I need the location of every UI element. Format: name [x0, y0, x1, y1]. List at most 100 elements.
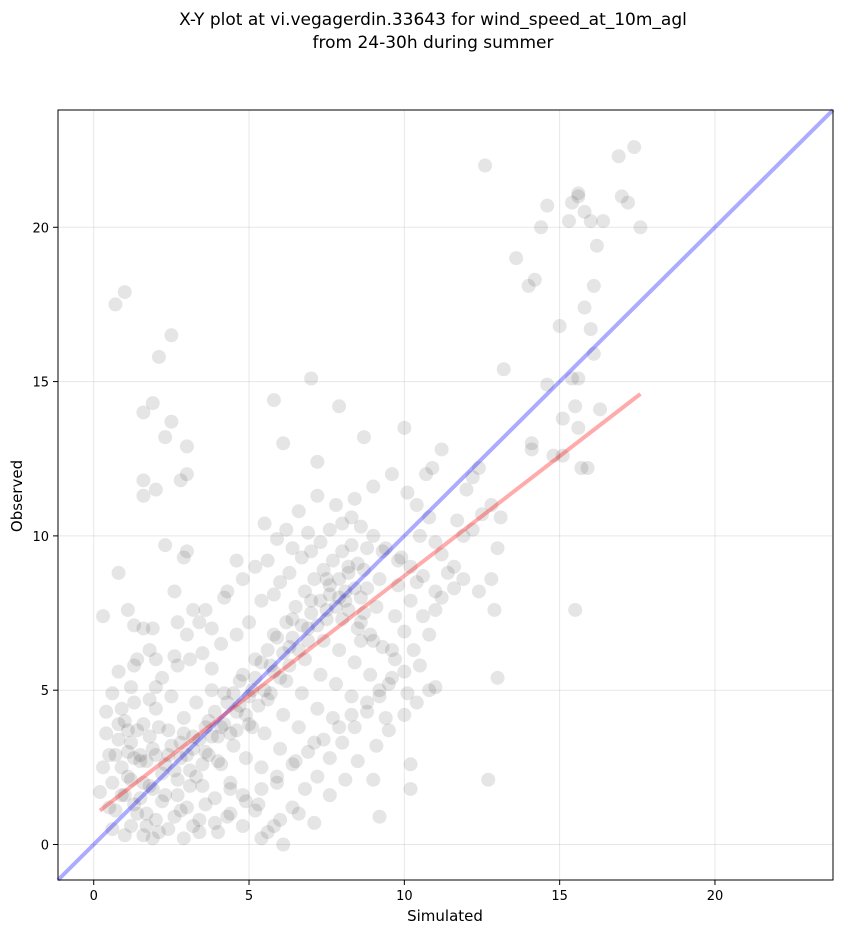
data-point [577, 204, 592, 219]
data-point [301, 525, 316, 540]
data-points [92, 140, 648, 852]
data-point [263, 658, 278, 673]
chart-title-line-1: X-Y plot at vi.vegagerdin.33643 for wind… [179, 10, 687, 30]
data-point [325, 710, 340, 725]
data-point [269, 630, 284, 645]
data-point [179, 800, 194, 815]
data-point [176, 831, 191, 846]
data-point [145, 396, 160, 411]
data-point [490, 670, 505, 685]
data-point [158, 430, 173, 445]
data-point [204, 661, 219, 676]
data-point [96, 760, 111, 775]
data-point [577, 300, 592, 315]
data-point [226, 686, 241, 701]
data-point [301, 744, 316, 759]
data-point [319, 572, 334, 587]
data-point [148, 812, 163, 827]
data-point [297, 652, 312, 667]
data-point [335, 516, 350, 531]
data-point [307, 572, 322, 587]
data-point [347, 491, 362, 506]
data-point [198, 744, 213, 759]
data-point [434, 442, 449, 457]
data-point [273, 812, 288, 827]
data-point [220, 584, 235, 599]
data-point [248, 559, 263, 574]
data-point [633, 220, 648, 235]
data-point [310, 769, 325, 784]
data-point [360, 704, 375, 719]
data-point [148, 482, 163, 497]
data-point [217, 717, 232, 732]
data-point [130, 806, 145, 821]
data-point [406, 643, 421, 658]
data-point [245, 720, 260, 735]
data-point [195, 778, 210, 793]
data-point [173, 473, 188, 488]
data-point [238, 707, 253, 722]
data-point [186, 818, 201, 833]
data-point [136, 488, 151, 503]
x-tick-label: 20 [707, 889, 724, 904]
data-point [210, 729, 225, 744]
data-point [282, 639, 297, 654]
data-point [329, 599, 344, 614]
data-point [288, 599, 303, 614]
data-point [136, 621, 151, 636]
data-point [363, 627, 378, 642]
data-point [111, 732, 126, 747]
data-point [117, 714, 132, 729]
data-point [282, 658, 297, 673]
data-point [307, 815, 322, 830]
data-point [260, 692, 275, 707]
data-point [360, 581, 375, 596]
data-point [611, 149, 626, 164]
data-point [276, 436, 291, 451]
data-point [229, 723, 244, 738]
y-axis-label: Observed [8, 460, 26, 532]
data-point [487, 602, 502, 617]
data-point [151, 720, 166, 735]
data-point [459, 482, 474, 497]
data-point [186, 602, 201, 617]
data-point [257, 726, 272, 741]
data-point [586, 278, 601, 293]
x-tick-label: 0 [90, 889, 98, 904]
data-point [198, 602, 213, 617]
data-point [316, 633, 331, 648]
data-point [214, 757, 229, 772]
data-point [332, 643, 347, 658]
data-point [111, 664, 126, 679]
data-point [319, 602, 334, 617]
data-point [201, 748, 216, 763]
data-point [415, 569, 430, 584]
data-point [207, 815, 222, 830]
data-point [136, 717, 151, 732]
data-point [583, 322, 598, 337]
data-point [99, 726, 114, 741]
data-point [192, 825, 207, 840]
data-point [372, 809, 387, 824]
data-point [397, 420, 412, 435]
data-point [391, 578, 406, 593]
data-point [114, 701, 129, 716]
data-point [568, 602, 583, 617]
data-point [96, 609, 111, 624]
data-point [297, 781, 312, 796]
data-point [183, 763, 198, 778]
data-point [571, 420, 586, 435]
data-point [257, 683, 272, 698]
data-point [195, 757, 210, 772]
data-point [226, 738, 241, 753]
data-point [341, 602, 356, 617]
data-point [176, 550, 191, 565]
data-point [214, 720, 229, 735]
data-point [248, 670, 263, 685]
data-point [375, 544, 390, 559]
data-point [447, 559, 462, 574]
data-point [366, 528, 381, 543]
data-point [220, 695, 235, 710]
data-point [310, 618, 325, 633]
data-point [254, 655, 269, 670]
